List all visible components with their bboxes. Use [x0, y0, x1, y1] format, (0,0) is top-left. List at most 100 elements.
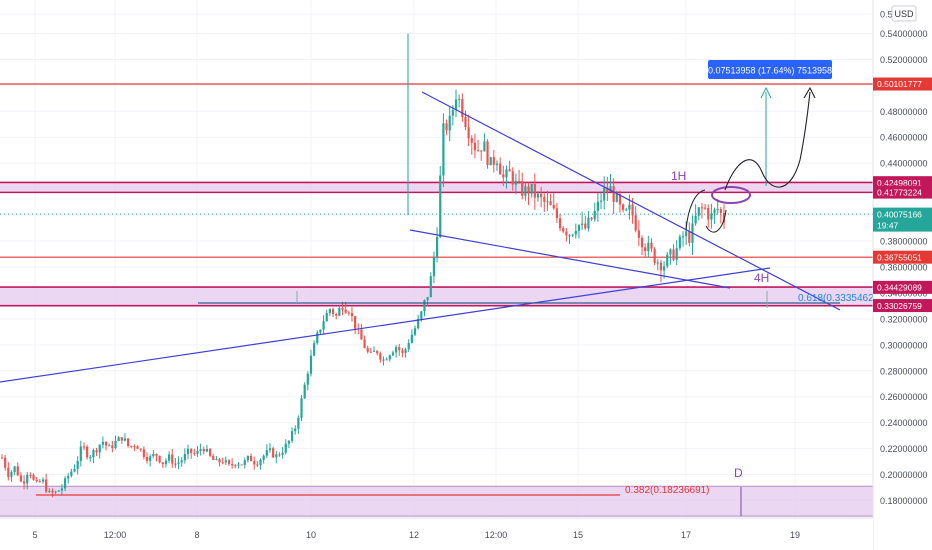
zone-1	[0, 287, 873, 306]
candle-body-11	[35, 479, 38, 482]
wedge-upper-trendline	[421, 91, 841, 311]
candle-body-208	[656, 262, 659, 264]
candle-body-169	[533, 183, 536, 198]
zones	[0, 181, 873, 517]
candle-body-9	[29, 474, 32, 476]
candle-body-27	[86, 446, 89, 458]
candle-body-109	[344, 309, 347, 313]
price-tick-label-5: 0.46000000	[880, 133, 928, 143]
fib-382-label: 0.382(0.18236691)	[625, 485, 710, 496]
candle-body-147	[464, 117, 467, 128]
candle-body-93	[294, 428, 297, 432]
candle-body-52	[164, 460, 168, 465]
candle-body-44	[139, 448, 142, 450]
candle-body-211	[666, 254, 669, 267]
candle-body-89	[281, 452, 284, 455]
candle-body-0	[0, 457, 4, 459]
candle-body-167	[527, 186, 530, 194]
currency-badge[interactable]: USD	[891, 5, 917, 22]
candle-body-196	[618, 194, 622, 205]
candle-body-204	[644, 247, 647, 252]
price-tag-sublabel-3: 19:47	[877, 221, 899, 231]
candle-body-92	[290, 431, 294, 441]
candle-body-182	[574, 230, 577, 235]
candle-body-78	[246, 455, 250, 461]
candle-body-103	[325, 313, 328, 322]
candle-body-195	[615, 194, 618, 202]
candle-body-133	[420, 311, 423, 319]
candle-body-132	[417, 318, 420, 329]
candle-body-102	[322, 321, 325, 330]
candle-body-210	[662, 266, 666, 271]
candle-body-214	[675, 248, 678, 260]
candle-body-51	[161, 462, 164, 465]
candle-body-217	[685, 231, 688, 237]
candle-body-6	[19, 475, 23, 482]
candle-body-117	[369, 351, 372, 353]
candle-body-62	[196, 450, 199, 454]
candle-body-172	[543, 197, 546, 202]
candle-body-82	[259, 459, 262, 466]
candle-body-125	[395, 347, 398, 353]
price-axis[interactable]	[872, 0, 932, 550]
candle-body-35	[111, 445, 114, 449]
candle-body-143	[451, 109, 454, 116]
candle-body-131	[413, 328, 417, 335]
candle-body-220	[694, 215, 697, 224]
price-tick-label-4: 0.48000000	[880, 107, 928, 117]
candle-body-170	[536, 193, 540, 198]
candle-body-104	[328, 309, 331, 314]
candle-body-95	[300, 398, 303, 418]
candle-body-38	[120, 437, 123, 441]
price-tick-label-6: 0.44000000	[880, 159, 928, 169]
candle-body-28	[89, 457, 92, 459]
candle-body-181	[571, 234, 574, 236]
candle-body-64	[202, 449, 205, 452]
candle-body-229	[722, 213, 726, 223]
levels	[0, 83, 873, 258]
candle-body-193	[609, 186, 612, 192]
candle-body-55	[174, 463, 177, 465]
candle-body-119	[376, 350, 379, 354]
candle-body-200	[631, 204, 634, 216]
candle-body-105	[331, 309, 335, 315]
candle-body-14	[45, 479, 48, 492]
price-tick-label-12: 0.32000000	[880, 314, 928, 324]
time-label-4: 12	[409, 530, 419, 540]
candle-body-206	[650, 242, 653, 249]
candle-body-100	[316, 332, 319, 344]
drawings: 0.07513958 (17.64%) 7513958 1H 4H D 0.61…	[0, 60, 883, 516]
wedge-lower-trendline	[409, 229, 731, 289]
price-tick-label-13: 0.30000000	[880, 340, 928, 350]
measure-label: 0.07513958 (17.64%) 7513958	[708, 66, 832, 76]
candle-body-203	[640, 237, 644, 248]
time-axis-background	[0, 518, 873, 550]
price-tag-3	[873, 207, 932, 232]
candle-body-121	[382, 359, 385, 361]
candle-body-69	[218, 459, 221, 463]
candle-body-174	[549, 201, 552, 206]
candle-body-152	[480, 150, 483, 152]
candle-body-156	[492, 157, 495, 165]
candle-body-34	[108, 445, 111, 447]
candle-body-187	[590, 217, 593, 220]
candle-body-3	[10, 472, 13, 477]
candle-body-216	[681, 236, 685, 238]
price-tag-2	[873, 185, 932, 199]
candle-body-84	[265, 450, 268, 456]
candle-body-99	[313, 343, 316, 356]
candle-body-80	[253, 461, 256, 465]
candle-body-134	[423, 300, 426, 312]
time-axis[interactable]: 5 12:00 8 10 12 12:00 15 17 19	[0, 517, 873, 550]
candle-body-115	[363, 339, 366, 349]
price-tick-label-2: 0.52000000	[880, 55, 928, 65]
candle-body-142	[448, 115, 451, 131]
candle-body-228	[719, 209, 722, 214]
candle-body-12	[38, 481, 41, 483]
candle-body-2	[7, 467, 10, 477]
time-label-3: 10	[306, 530, 316, 540]
candle-body-65	[205, 448, 209, 452]
candle-body-106	[335, 314, 338, 316]
candle-body-150	[473, 142, 477, 151]
